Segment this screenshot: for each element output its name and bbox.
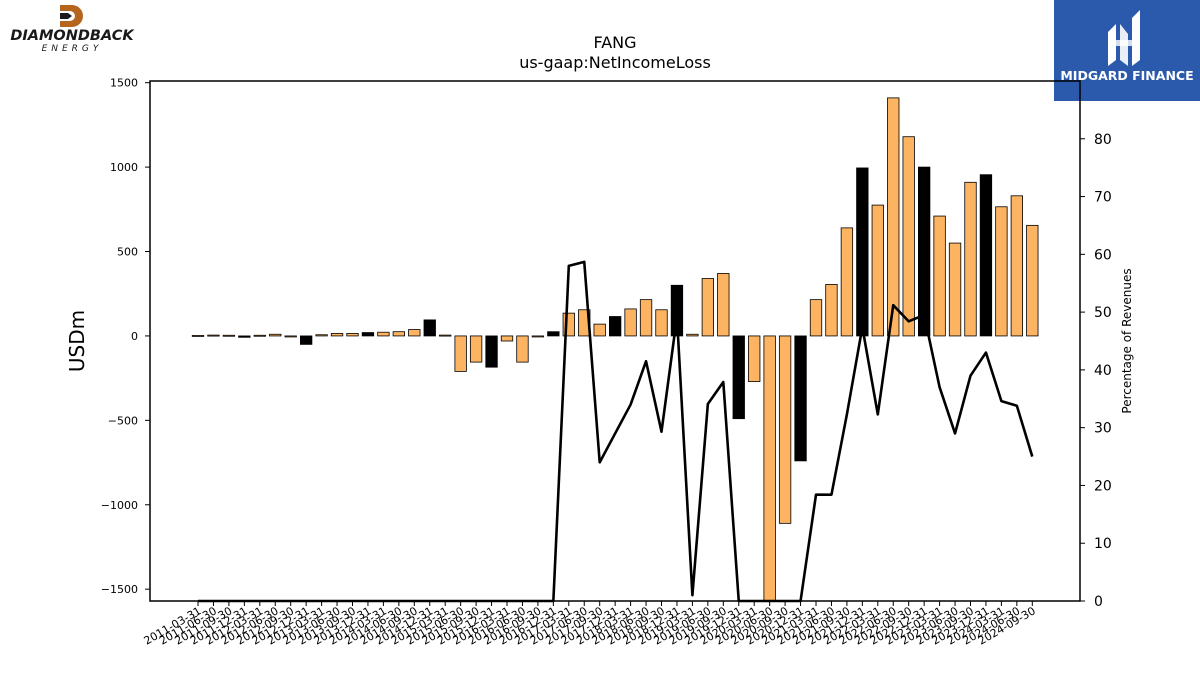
bar bbox=[330, 332, 344, 337]
bar bbox=[840, 227, 854, 337]
midgard-wordmark: MIDGARD FINANCE bbox=[1060, 68, 1194, 83]
y-tick-label: −1000 bbox=[101, 499, 138, 512]
bar bbox=[856, 167, 869, 337]
bar bbox=[609, 316, 622, 337]
y-tick-label: −500 bbox=[108, 414, 138, 427]
bar bbox=[871, 204, 884, 337]
bar bbox=[655, 309, 668, 337]
y-right-tick-label: 20 bbox=[1094, 478, 1112, 494]
diamondback-emblem-icon bbox=[60, 5, 83, 27]
bar bbox=[809, 299, 823, 337]
y-axis-right-label: Percentage of Revenues bbox=[1120, 268, 1134, 413]
bar bbox=[995, 206, 1008, 337]
bar bbox=[500, 335, 514, 342]
x-axis: 2011-03-312011-06-302011-09-302011-12-31… bbox=[142, 601, 1038, 648]
bar bbox=[964, 181, 977, 337]
bar bbox=[794, 335, 807, 462]
y-right-tick-label: 50 bbox=[1094, 305, 1112, 321]
y-right-tick-label: 40 bbox=[1094, 363, 1112, 379]
bar bbox=[454, 335, 467, 372]
bar bbox=[593, 323, 606, 337]
bar bbox=[315, 334, 328, 337]
bar bbox=[361, 332, 375, 337]
bar bbox=[299, 335, 313, 345]
y-tick-label: 0 bbox=[131, 330, 138, 343]
diamondback-subtitle: ENERGY bbox=[41, 44, 103, 54]
bar bbox=[732, 335, 745, 420]
bar bbox=[439, 334, 452, 337]
midgard-finance-logo: MIDGARD FINANCE bbox=[1054, 0, 1200, 101]
bar bbox=[887, 97, 900, 337]
bar bbox=[748, 335, 761, 382]
chart-subtitle: us-gaap:NetIncomeLoss bbox=[519, 53, 711, 72]
y-right-tick-label: 60 bbox=[1094, 247, 1112, 263]
y-axis-right: 0 10 20 30 40 50 60 70 80 bbox=[1080, 132, 1112, 610]
bar bbox=[902, 136, 915, 337]
y-axis-left: −1500 −1000 −500 0 500 1000 1500 bbox=[101, 77, 150, 596]
bar bbox=[1026, 224, 1039, 337]
bar bbox=[346, 332, 359, 337]
chart-title: FANG bbox=[593, 33, 636, 52]
midgard-emblem-icon bbox=[1108, 10, 1140, 66]
bar bbox=[979, 174, 993, 337]
plot-frame bbox=[149, 80, 1081, 602]
y-axis-left-label: USDm bbox=[65, 310, 89, 372]
bar bbox=[686, 333, 699, 337]
bar bbox=[918, 166, 931, 337]
bar bbox=[547, 331, 560, 337]
bar bbox=[469, 335, 483, 363]
bar bbox=[253, 334, 266, 337]
bar bbox=[624, 308, 637, 337]
bar bbox=[1010, 195, 1023, 337]
bar bbox=[763, 335, 776, 602]
bar bbox=[191, 335, 205, 337]
y-tick-label: 1500 bbox=[110, 77, 138, 90]
bar bbox=[933, 215, 946, 337]
bar bbox=[948, 242, 962, 337]
bar bbox=[377, 331, 390, 337]
y-right-tick-label: 70 bbox=[1094, 190, 1112, 206]
bar bbox=[485, 335, 498, 368]
bar bbox=[269, 333, 282, 337]
bar-series bbox=[191, 97, 1039, 602]
y-right-tick-label: 80 bbox=[1094, 132, 1112, 148]
bar bbox=[392, 331, 406, 337]
y-right-tick-label: 0 bbox=[1094, 594, 1103, 610]
bar bbox=[717, 273, 730, 337]
bar bbox=[207, 334, 220, 337]
y-tick-label: 1000 bbox=[110, 161, 138, 174]
y-tick-label: −1500 bbox=[101, 583, 138, 596]
bar bbox=[531, 335, 545, 338]
bar bbox=[778, 335, 792, 524]
bar bbox=[423, 319, 436, 337]
diamondback-logo: DIAMONDBACK ENERGY bbox=[4, 4, 140, 56]
bar bbox=[825, 284, 838, 337]
y-tick-label: 500 bbox=[117, 246, 138, 259]
bar bbox=[238, 335, 251, 338]
diamondback-wordmark: DIAMONDBACK bbox=[10, 28, 134, 44]
y-right-tick-label: 30 bbox=[1094, 421, 1112, 437]
bar bbox=[516, 335, 529, 363]
bar bbox=[408, 329, 421, 337]
bar bbox=[284, 335, 297, 338]
y-right-tick-label: 10 bbox=[1094, 536, 1112, 552]
bar bbox=[701, 278, 714, 337]
bar bbox=[639, 299, 653, 337]
bar bbox=[222, 334, 236, 337]
bar bbox=[562, 312, 575, 337]
